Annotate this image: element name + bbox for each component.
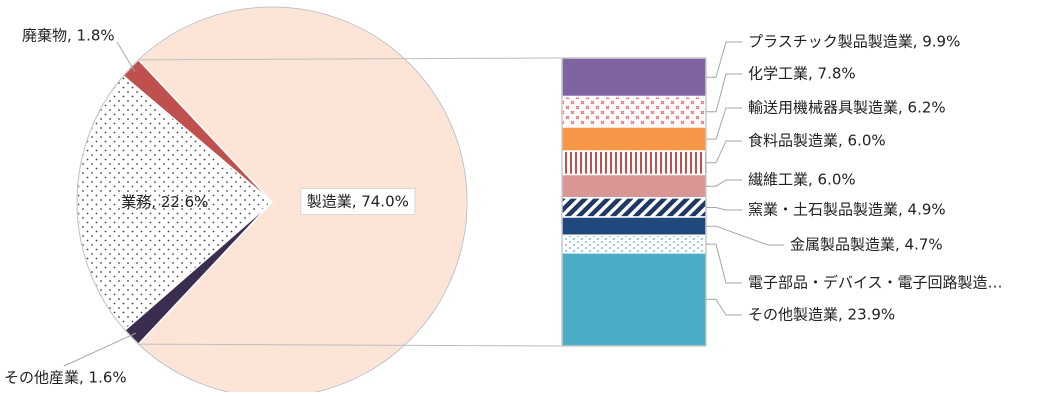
connector-bottom xyxy=(138,343,563,347)
bar-segment-7 xyxy=(561,234,707,254)
bar-outline xyxy=(561,57,707,347)
bar-segment-0 xyxy=(561,57,707,98)
bar-label-1: 化学工業, 7.8% xyxy=(748,65,856,83)
bar-segment-3 xyxy=(561,150,707,176)
bar-labels: プラスチック製品製造業, 9.9% 化学工業, 7.8% 輸送用機械器具製造業, 6… xyxy=(706,33,1003,324)
pie-chart: 製造業, 74.0% その他産業, 1.6% 業務, 22.6% 廃棄物, 1.8% xyxy=(4,6,468,396)
stacked-bar-chart xyxy=(561,57,707,347)
pie-leader-3 xyxy=(116,41,136,72)
bar-label-0: プラスチック製品製造業, 9.9% xyxy=(748,33,960,51)
bar-label-6: 金属製品製造業, 4.7% xyxy=(790,236,943,254)
bar-label-8: その他製造業, 23.9% xyxy=(748,306,895,324)
bar-label-7: 電子部品・デバイス・電子回路製造… xyxy=(748,274,1003,292)
bar-segment-8 xyxy=(561,252,707,347)
bar-label-3: 食料品製造業, 6.0% xyxy=(748,132,886,150)
pie-bar-connectors xyxy=(138,57,563,347)
bar-segment-5 xyxy=(561,197,707,218)
pie-label-1: その他産業, 1.6% xyxy=(4,369,127,387)
pie-label-box-0 xyxy=(300,188,416,215)
pie-label-3: 廃棄物, 1.8% xyxy=(22,27,115,45)
bar-leader-3 xyxy=(706,140,742,164)
bar-leader-7 xyxy=(706,243,742,284)
pie-label-0: 製造業, 74.0% xyxy=(307,193,409,211)
pie-leader-1 xyxy=(63,332,136,367)
bar-leader-1 xyxy=(706,73,742,113)
bar-leader-5 xyxy=(706,207,742,211)
bar-segment-6 xyxy=(561,216,707,237)
bar-leader-0 xyxy=(706,41,742,78)
pie-label-2: 業務, 22.6% xyxy=(121,193,208,211)
bar-segment-1 xyxy=(561,95,707,128)
bar-label-4: 繊維工業, 6.0% xyxy=(748,171,856,189)
bar-leader-6 xyxy=(706,225,784,246)
bar-label-2: 輸送用機械器具製造業, 6.2% xyxy=(748,99,946,117)
bar-leader-2 xyxy=(706,107,742,140)
bar-segment-4 xyxy=(561,173,707,199)
bar-label-5: 窯業・土石製品製造業, 4.9% xyxy=(748,201,946,219)
bar-leader-4 xyxy=(706,179,742,187)
bar-leader-8 xyxy=(706,298,742,316)
pie-outline xyxy=(76,6,468,396)
connector-top xyxy=(138,57,563,61)
bar-segment-2 xyxy=(561,126,707,152)
